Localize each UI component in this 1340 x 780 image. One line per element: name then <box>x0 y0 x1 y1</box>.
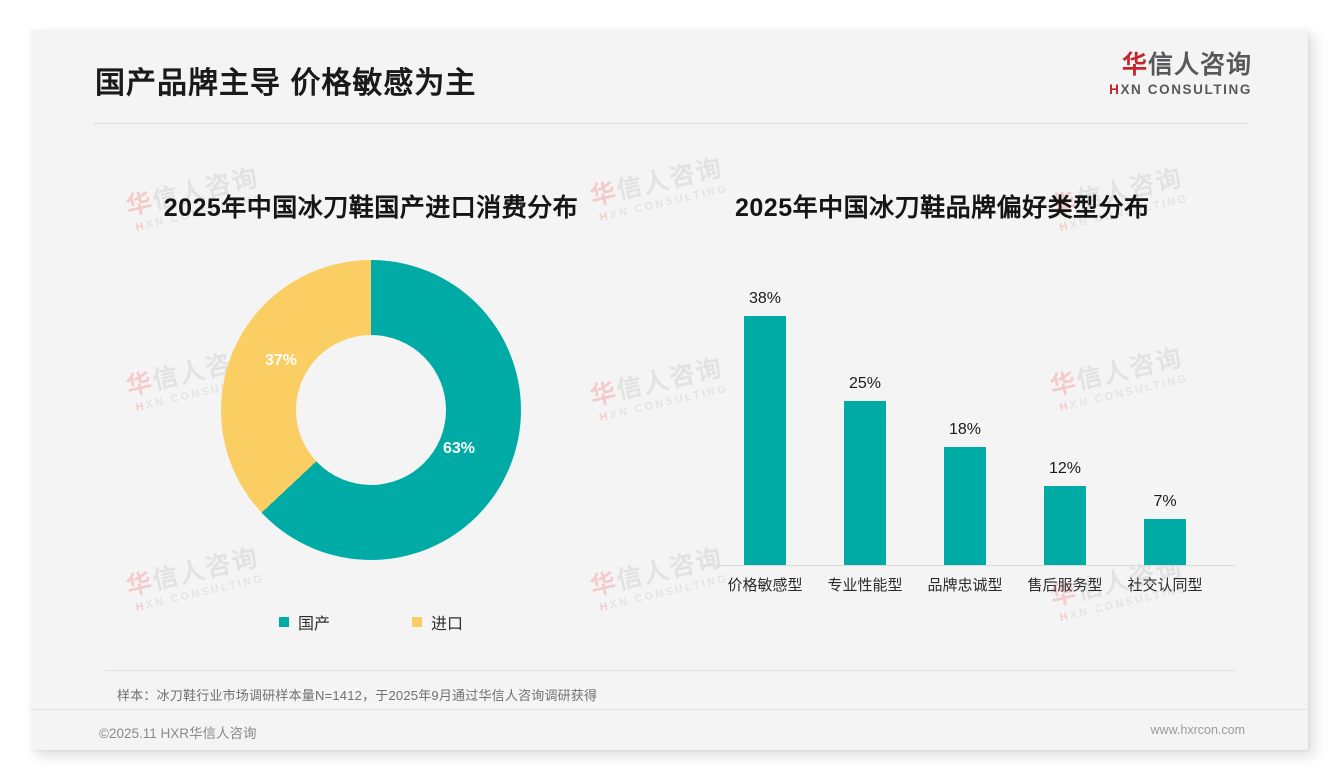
slide-footer: ©2025.11 HXR华信人咨询 www.hxrcon.com <box>31 710 1308 750</box>
donut-chart-block: 2025年中国冰刀鞋国产进口消费分布 63% 37% 国产 进口 <box>71 160 671 670</box>
donut-slice-value-jinkou: 37% <box>265 352 298 369</box>
bar-category-label: 价格敏感型 <box>727 577 803 594</box>
legend-item-guochan[interactable]: 国产 <box>278 610 330 634</box>
bar-column[interactable]: 25% <box>815 270 915 565</box>
bar-column[interactable]: 38% <box>715 270 815 565</box>
bar-column[interactable]: 18% <box>915 270 1015 565</box>
donut-chart-title: 2025年中国冰刀鞋国产进口消费分布 <box>163 194 579 222</box>
bar-category-label: 社交认同型 <box>1127 577 1203 594</box>
brand-logo-cn-first: 华 <box>1121 51 1148 79</box>
brand-logo-en: HXN CONSULTING <box>1109 82 1252 97</box>
bar-value-label: 18% <box>948 421 982 438</box>
bar-category-label: 售后服务型 <box>1027 577 1103 594</box>
bar-chart-block: 2025年中国冰刀鞋品牌偏好类型分布 38% 25% 18% <box>681 160 1281 670</box>
copyright-text: ©2025.11 HXR华信人咨询 <box>99 726 257 741</box>
legend-item-jinkou[interactable]: 进口 <box>412 610 463 634</box>
legend-label-jinkou: 进口 <box>431 616 464 633</box>
bar-value-label: 38% <box>748 290 782 307</box>
bar-chart-axis-line <box>699 565 1235 566</box>
charts-container: 2025年中国冰刀鞋国产进口消费分布 63% 37% 国产 进口 <box>31 160 1308 670</box>
donut-hole <box>296 335 446 485</box>
legend-swatch-icon <box>278 617 289 627</box>
bar-column[interactable]: 12% <box>1015 270 1115 565</box>
footer-divider <box>31 709 1308 710</box>
donut-legend: 国产 进口 <box>71 610 671 634</box>
footnote-divider <box>105 670 1235 671</box>
brand-logo-en-rest: XN CONSULTING <box>1120 82 1252 97</box>
bar-rect[interactable] <box>844 401 886 565</box>
bar-column[interactable]: 7% <box>1115 270 1215 565</box>
bar-rect[interactable] <box>744 316 786 565</box>
donut-slice-value-guochan: 63% <box>443 440 476 457</box>
bar-value-label: 12% <box>1048 460 1082 477</box>
bar-rect[interactable] <box>1044 486 1086 565</box>
website-url[interactable]: www.hxrcon.com <box>1150 723 1245 737</box>
legend-label-guochan: 国产 <box>297 616 330 633</box>
brand-logo: 华信人咨询 HXN CONSULTING <box>1109 52 1252 98</box>
bar-rect[interactable] <box>1144 519 1186 565</box>
slide-card: 华信人咨询 HXN CONSULTING 华信人咨询 HXN CONSULTIN… <box>31 30 1308 750</box>
brand-logo-cn: 华信人咨询 <box>1109 52 1252 79</box>
legend-swatch-icon <box>412 617 422 627</box>
bar-rect[interactable] <box>944 447 986 565</box>
donut-chart: 63% 37% <box>221 260 521 560</box>
bar-category-label: 专业性能型 <box>827 577 903 594</box>
bar-chart-plot: 38% 25% 18% 12% <box>715 270 1255 565</box>
bar-chart-category-labels: 价格敏感型 专业性能型 品牌忠诚型 售后服务型 社交认同型 <box>715 574 1255 602</box>
brand-logo-en-h: H <box>1109 82 1121 97</box>
bar-chart-title: 2025年中国冰刀鞋品牌偏好类型分布 <box>735 194 1150 222</box>
page-title: 国产品牌主导 价格敏感为主 <box>95 67 477 100</box>
brand-logo-cn-rest: 信人咨询 <box>1147 51 1252 79</box>
sample-footnote: 样本：冰刀鞋行业市场调研样本量N=1412，于2025年9月通过华信人咨询调研获… <box>117 688 598 703</box>
slide-header: 国产品牌主导 价格敏感为主 华信人咨询 HXN CONSULTING <box>31 30 1308 118</box>
bar-value-label: 25% <box>848 375 882 392</box>
bar-category-label: 品牌忠诚型 <box>927 577 1003 594</box>
header-divider <box>93 123 1248 124</box>
bar-value-label: 7% <box>1153 493 1177 510</box>
